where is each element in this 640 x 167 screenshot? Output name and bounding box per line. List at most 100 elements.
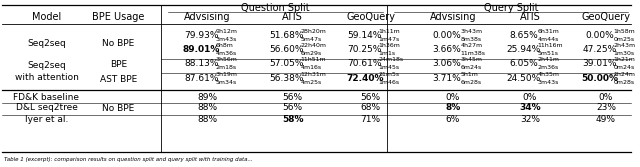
Text: 1m46s: 1m46s [379, 79, 400, 85]
Text: 4m44s: 4m44s [538, 37, 559, 42]
Text: 50.00%: 50.00% [582, 73, 618, 82]
Text: 1m47s: 1m47s [379, 37, 400, 42]
Text: 6.05%: 6.05% [509, 58, 538, 67]
Text: 31m5s: 31m5s [379, 72, 400, 77]
Text: 47.25%: 47.25% [583, 44, 617, 53]
Text: Question Split: Question Split [241, 3, 310, 13]
Text: 56.60%: 56.60% [269, 44, 304, 53]
Text: 56%: 56% [360, 93, 381, 102]
Text: GeoQuery: GeoQuery [346, 12, 395, 22]
Text: 2h41m: 2h41m [538, 57, 560, 62]
Text: 56%: 56% [282, 93, 303, 102]
Text: 88%: 88% [198, 116, 218, 125]
Text: 6m24s: 6m24s [461, 64, 482, 69]
Text: Seq2seq: Seq2seq [27, 39, 66, 47]
Text: Seq2seq
with attention: Seq2seq with attention [15, 61, 78, 81]
Text: 71%: 71% [360, 116, 381, 125]
Text: 24m18s: 24m18s [379, 57, 404, 62]
Text: ATIS: ATIS [520, 12, 540, 22]
Text: GeoQuery: GeoQuery [581, 12, 630, 22]
Text: 2m36s: 2m36s [538, 64, 559, 69]
Text: 1h58m: 1h58m [614, 29, 636, 34]
Text: 8.65%: 8.65% [509, 31, 538, 40]
Text: 3m43s: 3m43s [538, 79, 559, 85]
Text: 5m34s: 5m34s [216, 79, 237, 85]
Text: 3h45m: 3h45m [461, 57, 483, 62]
Text: AST BPE: AST BPE [100, 74, 137, 84]
Text: 56.38%: 56.38% [269, 73, 304, 82]
Text: 6m29s: 6m29s [301, 50, 322, 55]
Text: 79.93%: 79.93% [184, 31, 219, 40]
Text: 89%: 89% [198, 93, 218, 102]
Text: 89.01%: 89.01% [183, 44, 220, 53]
Text: 6%: 6% [445, 116, 460, 125]
Text: 1h36m: 1h36m [379, 43, 401, 48]
Text: 0m25s: 0m25s [614, 37, 635, 42]
Text: 1h21m: 1h21m [614, 57, 636, 62]
Text: 24.50%: 24.50% [507, 73, 541, 82]
Text: 49%: 49% [596, 116, 616, 125]
Text: 23%: 23% [596, 104, 616, 113]
Text: No BPE: No BPE [102, 104, 135, 113]
Text: No BPE: No BPE [102, 39, 135, 47]
Text: 6h8m: 6h8m [216, 43, 234, 48]
Text: 25.94%: 25.94% [507, 44, 541, 53]
Text: 59.14%: 59.14% [348, 31, 382, 40]
Text: 0.00%: 0.00% [433, 31, 461, 40]
Text: Query Split: Query Split [484, 3, 538, 13]
Text: 72.40%: 72.40% [346, 73, 383, 82]
Text: 9h12m: 9h12m [216, 29, 237, 34]
Text: 0%: 0% [599, 93, 613, 102]
Text: BPE: BPE [110, 59, 127, 68]
Text: ATIS: ATIS [282, 12, 303, 22]
Text: 3.71%: 3.71% [433, 73, 461, 82]
Text: 11h16m: 11h16m [538, 43, 563, 48]
Text: 6h31m: 6h31m [538, 29, 559, 34]
Text: 1m1s: 1m1s [379, 50, 396, 55]
Text: 2h43m: 2h43m [614, 43, 636, 48]
Text: 0m24s: 0m24s [614, 64, 635, 69]
Text: 0.00%: 0.00% [586, 31, 614, 40]
Text: 0m28s: 0m28s [614, 79, 635, 85]
Text: 56%: 56% [282, 104, 303, 113]
Text: Iyer et al.: Iyer et al. [25, 116, 68, 125]
Text: 5h1m: 5h1m [461, 72, 479, 77]
Text: 8m38s: 8m38s [461, 37, 482, 42]
Text: FD&K baseline: FD&K baseline [13, 93, 79, 102]
Text: 70.25%: 70.25% [348, 44, 382, 53]
Text: 32%: 32% [520, 116, 540, 125]
Text: 3m43s: 3m43s [216, 37, 237, 42]
Text: 34%: 34% [519, 104, 541, 113]
Text: 6m28s: 6m28s [461, 79, 482, 85]
Text: 12h31m: 12h31m [301, 72, 326, 77]
Text: 3.06%: 3.06% [433, 58, 461, 67]
Text: 1h11m: 1h11m [379, 29, 401, 34]
Text: Advsising: Advsising [184, 12, 231, 22]
Text: 1m45s: 1m45s [379, 64, 400, 69]
Text: 57.05%: 57.05% [269, 58, 304, 67]
Text: Table 1 (excerpt): comparison results on question split and query split with tra: Table 1 (excerpt): comparison results on… [4, 156, 253, 161]
Text: 11h51m: 11h51m [301, 57, 326, 62]
Text: 3.66%: 3.66% [433, 44, 461, 53]
Text: 1m30s: 1m30s [614, 50, 635, 55]
Text: Model: Model [32, 12, 61, 22]
Text: 4m36s: 4m36s [216, 50, 237, 55]
Text: 28h20m: 28h20m [301, 29, 326, 34]
Text: 87.61%: 87.61% [184, 73, 219, 82]
Text: 11m38s: 11m38s [461, 50, 486, 55]
Text: 5m51s: 5m51s [538, 50, 559, 55]
Text: 88%: 88% [198, 104, 218, 113]
Text: 3h19m: 3h19m [216, 72, 237, 77]
Text: 68%: 68% [360, 104, 381, 113]
Text: 8%: 8% [445, 104, 460, 113]
Text: 0%: 0% [445, 93, 460, 102]
Text: D&L seq2tree: D&L seq2tree [15, 104, 77, 113]
Text: 4m16s: 4m16s [301, 64, 322, 69]
Text: 4m25s: 4m25s [301, 79, 322, 85]
Text: 58%: 58% [282, 116, 303, 125]
Text: 0%: 0% [523, 93, 537, 102]
Text: 3h56m: 3h56m [216, 57, 237, 62]
Text: 88.13%: 88.13% [184, 58, 219, 67]
Text: 2m18s: 2m18s [216, 64, 237, 69]
Text: BPE Usage: BPE Usage [92, 12, 145, 22]
